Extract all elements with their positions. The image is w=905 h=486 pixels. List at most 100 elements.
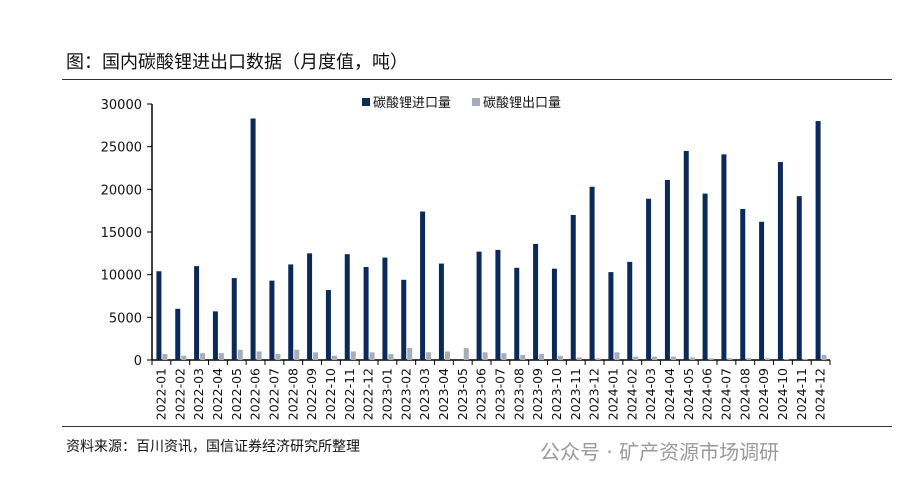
- import-bar: [796, 196, 802, 360]
- x-tick-label: 2023-05: [455, 368, 470, 420]
- y-tick-label: 15000: [101, 226, 142, 241]
- export-bar: [520, 354, 526, 360]
- export-bar: [708, 358, 714, 360]
- x-tick-label: 2022-09: [304, 368, 319, 420]
- export-bar: [162, 354, 168, 360]
- import-bar: [627, 261, 633, 360]
- import-bar: [777, 162, 783, 360]
- y-tick-label: 25000: [101, 141, 142, 156]
- import-bar: [551, 268, 557, 360]
- export-bar: [614, 352, 620, 360]
- import-bar: [683, 150, 689, 360]
- export-bar: [821, 354, 827, 360]
- x-tick-label: 2023-04: [436, 368, 451, 420]
- export-bar: [181, 355, 187, 360]
- x-tick-label: 2024-01: [605, 368, 620, 420]
- x-tick-label: 2022-05: [229, 368, 244, 420]
- x-tick-label: 2022-03: [191, 368, 206, 420]
- import-bar: [533, 243, 539, 360]
- export-bar: [595, 358, 601, 360]
- export-bar: [331, 355, 337, 360]
- x-tick-label: 2022-04: [210, 368, 225, 420]
- import-bar: [156, 271, 162, 360]
- x-tick-label: 2024-08: [737, 368, 752, 420]
- import-bar: [608, 272, 614, 360]
- x-tick-label: 2024-10: [775, 368, 790, 420]
- x-tick-label: 2024-11: [794, 368, 809, 420]
- export-bar: [482, 352, 488, 360]
- import-bar: [231, 278, 237, 360]
- x-tick-label: 2022-07: [266, 368, 281, 420]
- export-bar: [275, 354, 281, 360]
- export-bar: [765, 358, 771, 360]
- export-bar: [200, 353, 206, 360]
- import-bar: [250, 118, 256, 360]
- import-bar: [212, 311, 218, 360]
- legend-label-export: 碳酸锂出口量: [483, 96, 561, 111]
- x-tick-label: 2023-07: [492, 368, 507, 420]
- x-tick-label: 2022-06: [248, 368, 263, 420]
- x-tick-label: 2024-12: [813, 368, 828, 420]
- import-bar: [438, 263, 444, 360]
- export-bar: [313, 352, 319, 360]
- y-tick-label: 10000: [101, 269, 142, 284]
- export-bar: [388, 354, 394, 360]
- import-bar: [363, 266, 369, 360]
- x-tick-label: 2022-12: [361, 368, 376, 420]
- x-tick-label: 2024-09: [756, 368, 771, 420]
- import-bar: [702, 193, 708, 360]
- x-tick-label: 2024-02: [624, 368, 639, 420]
- x-tick-label: 2023-09: [530, 368, 545, 420]
- export-bar: [576, 357, 582, 360]
- export-bar: [256, 351, 262, 360]
- import-bar: [476, 251, 482, 360]
- export-bar: [218, 353, 224, 360]
- x-tick-label: 2023-10: [549, 368, 564, 420]
- export-bar: [746, 358, 752, 360]
- x-tick-label: 2023-06: [474, 368, 489, 420]
- x-tick-label: 2023-02: [398, 368, 413, 420]
- export-bar: [802, 359, 808, 360]
- import-bar: [382, 257, 388, 360]
- export-bar: [633, 356, 639, 360]
- import-bar: [646, 198, 652, 360]
- export-bar: [407, 348, 413, 360]
- export-bar: [426, 352, 432, 360]
- watermark: 公众号 · 矿产资源市场调研: [540, 440, 780, 464]
- export-bar: [350, 351, 356, 360]
- footer-divider: [62, 426, 892, 427]
- y-tick-label: 5000: [109, 311, 142, 326]
- import-bar: [194, 266, 200, 360]
- export-bar: [539, 354, 545, 360]
- import-bar: [514, 267, 520, 360]
- import-bar: [740, 208, 746, 360]
- x-tick-label: 2022-10: [323, 368, 338, 420]
- y-tick-label: 20000: [101, 183, 142, 198]
- import-bar: [269, 280, 275, 360]
- export-bar: [444, 351, 450, 360]
- chart-title: 图：国内碳酸锂进出口数据（月度值，吨）: [66, 52, 408, 73]
- import-bar: [495, 249, 501, 360]
- export-bar: [727, 358, 733, 360]
- export-bar: [463, 348, 469, 360]
- export-bar: [294, 349, 300, 360]
- import-bar: [288, 264, 294, 360]
- export-bar: [369, 352, 375, 360]
- import-bar: [344, 254, 350, 360]
- import-bar: [325, 290, 331, 360]
- x-tick-label: 2022-08: [285, 368, 300, 420]
- source-note: 资料来源：百川资讯，国信证券经济研究所整理: [66, 439, 360, 455]
- import-bar: [420, 211, 426, 360]
- import-bar: [721, 154, 727, 360]
- export-bar: [670, 356, 676, 360]
- import-bar: [307, 253, 313, 360]
- import-bar: [175, 308, 181, 360]
- import-bar: [664, 179, 670, 360]
- export-bar: [501, 353, 507, 360]
- import-bar: [759, 221, 765, 360]
- x-tick-label: 2023-01: [379, 368, 394, 420]
- import-bar: [815, 121, 821, 360]
- x-tick-label: 2023-12: [587, 368, 602, 420]
- import-bar: [401, 279, 407, 360]
